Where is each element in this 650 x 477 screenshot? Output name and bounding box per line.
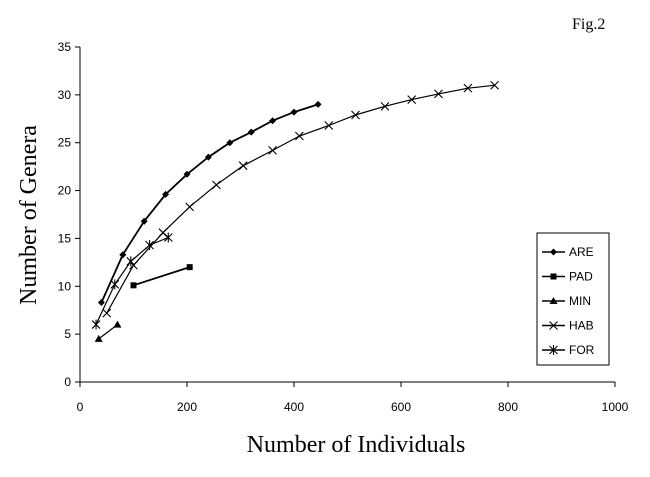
legend-label-min: MIN bbox=[569, 294, 591, 308]
data-point-hab bbox=[294, 131, 304, 141]
data-point-hab bbox=[212, 180, 221, 190]
data-point-are bbox=[119, 251, 127, 259]
data-point-are bbox=[226, 139, 234, 147]
y-tick-label: 30 bbox=[58, 88, 72, 102]
y-tick-label: 10 bbox=[58, 279, 72, 293]
series-are bbox=[97, 100, 322, 307]
y-tick-label: 25 bbox=[58, 136, 72, 150]
legend-label-pad: PAD bbox=[569, 270, 593, 284]
axes: 0 5 10 15 20 25 30 35 0 200 400 600 800 1000 bbox=[58, 40, 629, 414]
y-axis-title: Number of Genera bbox=[16, 125, 42, 305]
data-point-are bbox=[314, 100, 322, 108]
legend-marker-pad bbox=[550, 273, 557, 280]
legend-box bbox=[536, 232, 610, 366]
data-point-hab bbox=[324, 121, 334, 130]
data-point-for bbox=[145, 240, 154, 251]
series-pad bbox=[130, 264, 193, 289]
data-point-hab bbox=[268, 145, 277, 155]
data-point-hab bbox=[102, 308, 112, 318]
data-point-for bbox=[110, 279, 120, 290]
legend-label-for: FOR bbox=[569, 343, 595, 357]
data-point-pad bbox=[186, 264, 193, 271]
data-point-hab bbox=[434, 89, 443, 99]
series-line-for bbox=[95, 236, 169, 325]
figure-label: Fig.2 bbox=[572, 16, 605, 33]
legend-marker-for bbox=[549, 345, 558, 355]
legend-label-are: ARE bbox=[569, 245, 594, 259]
series-hab bbox=[102, 80, 500, 318]
x-tick-label: 600 bbox=[391, 400, 411, 414]
series-for bbox=[91, 232, 173, 330]
series-min bbox=[94, 320, 122, 342]
x-axis-title: Number of Individuals bbox=[247, 432, 466, 458]
data-point-min bbox=[94, 334, 103, 342]
series-line-hab bbox=[106, 84, 495, 314]
legend: ARE PAD MIN HAB FOR bbox=[536, 232, 610, 366]
data-point-are bbox=[204, 153, 212, 161]
legend-marker-hab bbox=[549, 321, 558, 330]
legend-label-hab: HAB bbox=[569, 319, 594, 333]
series-line-pad bbox=[133, 266, 190, 287]
data-point-hab bbox=[185, 202, 195, 212]
y-tick-label: 15 bbox=[58, 231, 72, 245]
data-point-for bbox=[163, 232, 173, 243]
y-tick-label: 35 bbox=[58, 40, 72, 54]
data-point-for bbox=[91, 319, 101, 330]
data-point-for bbox=[126, 256, 136, 267]
x-tick-label: 1000 bbox=[602, 400, 629, 414]
data-point-are bbox=[162, 190, 170, 198]
x-tick-label: 200 bbox=[177, 400, 197, 414]
data-point-hab bbox=[238, 161, 248, 171]
data-point-pad bbox=[130, 282, 137, 289]
data-point-are bbox=[247, 128, 255, 136]
series-line-are bbox=[100, 103, 319, 303]
data-point-are bbox=[290, 108, 298, 116]
data-point-min bbox=[113, 320, 122, 328]
y-tick-label: 20 bbox=[58, 184, 72, 198]
data-point-are bbox=[140, 217, 148, 225]
legend-marker-are bbox=[550, 248, 557, 256]
x-tick-label: 400 bbox=[284, 400, 304, 414]
series-layer bbox=[91, 80, 500, 342]
data-point-are bbox=[269, 117, 277, 125]
data-point-hab bbox=[407, 95, 417, 105]
x-tick-label: 0 bbox=[77, 400, 84, 414]
data-point-are bbox=[97, 299, 105, 307]
x-tick-label: 800 bbox=[498, 400, 518, 414]
y-tick-label: 0 bbox=[64, 375, 71, 389]
data-point-hab bbox=[463, 83, 473, 93]
data-point-hab bbox=[490, 80, 500, 90]
data-point-hab bbox=[351, 110, 360, 120]
legend-marker-min bbox=[549, 297, 558, 304]
data-point-are bbox=[183, 170, 191, 178]
data-point-hab bbox=[380, 101, 390, 111]
y-tick-label: 5 bbox=[64, 327, 71, 341]
